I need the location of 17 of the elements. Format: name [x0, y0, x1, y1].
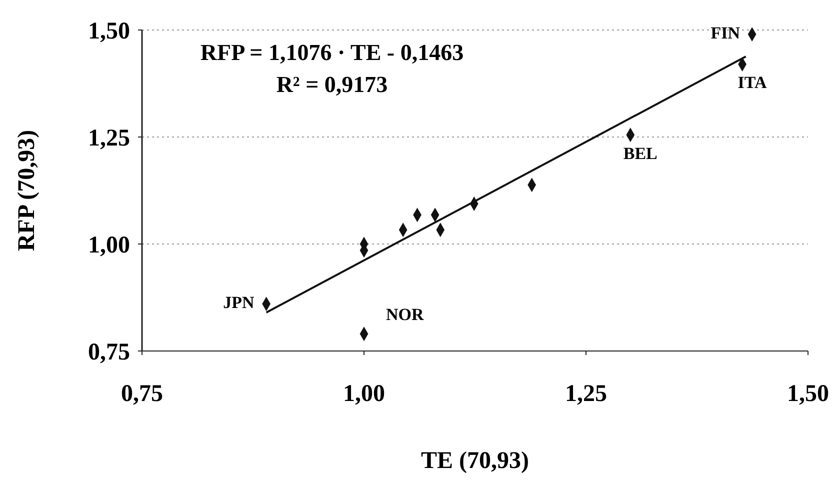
- annotation: R² = 0,9173: [276, 72, 388, 97]
- x-tick-label: 1,25: [565, 381, 607, 407]
- y-tick-label: 1,50: [88, 18, 130, 44]
- y-tick-label: 0,75: [88, 339, 130, 366]
- annotation: JPN: [223, 292, 256, 312]
- x-tick-label: 1,50: [787, 381, 829, 407]
- y-axis-title: RFP (70,93): [14, 130, 40, 252]
- y-tick-label: 1,25: [88, 125, 130, 152]
- annotation: NOR: [386, 304, 424, 324]
- y-tick-label: 1,00: [88, 232, 130, 258]
- x-tick-label: 1,00: [343, 381, 385, 407]
- annotation: BEL: [623, 144, 658, 163]
- x-axis-title: TE (70,93): [421, 448, 529, 474]
- annotation: RFP = 1,1076 · TE - 0,1463: [200, 40, 464, 65]
- annotation: ITA: [738, 73, 768, 92]
- annotation: FIN: [710, 23, 741, 42]
- x-tick-label: 0,75: [121, 381, 163, 407]
